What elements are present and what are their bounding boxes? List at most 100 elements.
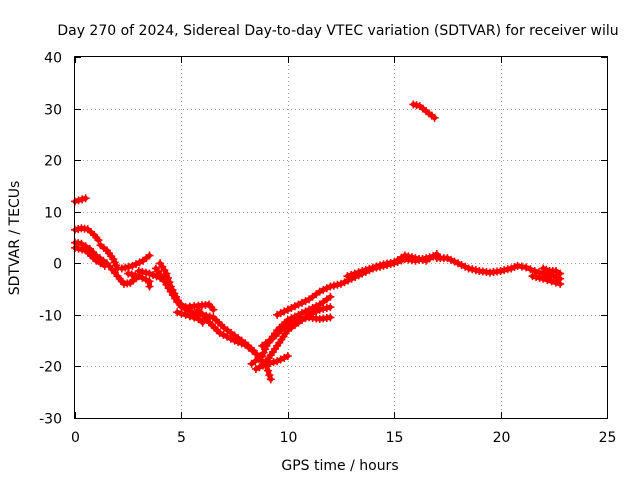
data-point [190,313,199,322]
grid-layer [75,57,607,418]
data-point [138,267,147,276]
data-point [443,254,452,263]
data-point [322,303,331,312]
data-point [361,265,370,274]
data-point [124,269,133,278]
data-point [471,266,480,275]
data-point [415,254,424,263]
series-arc-18 [343,250,441,281]
series-line [274,253,440,318]
data-point [457,261,466,270]
data-point [273,357,282,366]
data-point [78,245,87,254]
series-arc-6 [117,251,154,273]
data-point [368,263,377,272]
x-tick-label: 0 [71,430,80,446]
data-point [535,273,544,282]
data-point [134,267,143,276]
data-point [100,261,109,270]
data-point [556,274,565,283]
data-point [522,263,531,272]
data-point [163,273,172,282]
data-point [149,270,158,279]
data-point [528,272,537,281]
data-point [526,265,535,274]
y-tick-label: 20 [44,154,62,170]
tick-layer: 0 5 10 15 20 25 -30 -20 -10 0 10 20 30 40 [39,51,616,447]
data-point [237,339,246,348]
x-tick-label: 25 [599,430,617,446]
plot-frame [74,56,608,419]
data-point [177,309,186,318]
data-point [185,312,194,321]
data-point [347,270,356,279]
data-point [266,375,275,384]
series-arc-1 [71,194,90,206]
data-point [354,268,363,277]
data-point [234,338,243,347]
data-point [326,313,335,322]
data-point [468,265,477,274]
data-point [165,278,174,287]
data-point [230,336,239,345]
data-point [276,309,285,318]
data-point [141,275,150,284]
data-point [132,260,141,269]
data-point [173,308,182,317]
data-point [131,271,140,280]
data-point [127,270,136,279]
data-point [454,259,463,268]
data-point [312,307,321,316]
data-point [329,281,338,290]
data-point [209,305,218,314]
data-point [280,353,289,362]
data-point [551,278,560,287]
data-point [418,255,427,264]
data-point [258,361,267,370]
y-tick-label: 40 [44,51,62,67]
y-tick-label: -10 [39,309,62,325]
data-point [96,259,105,268]
data-point [294,300,303,309]
y-tick-label: 0 [53,257,62,273]
data-point [500,266,509,275]
x-tick-label: 20 [493,430,511,446]
data-point [181,310,190,319]
data-point [532,273,541,282]
data-point [326,303,335,312]
data-point [343,272,352,281]
data-point [141,268,150,277]
data-point [283,352,292,361]
x-tick-label: 15 [386,430,404,446]
chart-title: Day 270 of 2024, Sidereal Day-to-day VTE… [57,23,618,39]
data-point [301,297,310,306]
data-point [74,196,83,205]
data-point [315,305,324,314]
data-point [145,269,154,278]
data-point [404,252,413,261]
data-point [319,304,328,313]
data-point [276,355,285,364]
series-arc-20 [528,272,565,288]
data-point [446,255,455,264]
data-point [547,277,556,286]
data-point [319,285,328,294]
data-point [400,251,409,260]
data-point [551,267,560,276]
data-point [322,284,331,293]
data-point [503,265,512,274]
data-point [94,236,103,245]
series-arc-15 [258,313,335,350]
y-tick-label: -30 [39,412,62,428]
data-point [333,280,342,289]
data-point [350,269,359,278]
data-point [81,194,90,203]
data-point [464,264,473,273]
data-point [145,282,154,291]
data-point [287,303,296,312]
data-point [198,318,207,327]
x-axis-label: GPS time / hours [281,458,398,474]
data-point [305,310,314,319]
x-tick-label: 5 [177,430,186,446]
